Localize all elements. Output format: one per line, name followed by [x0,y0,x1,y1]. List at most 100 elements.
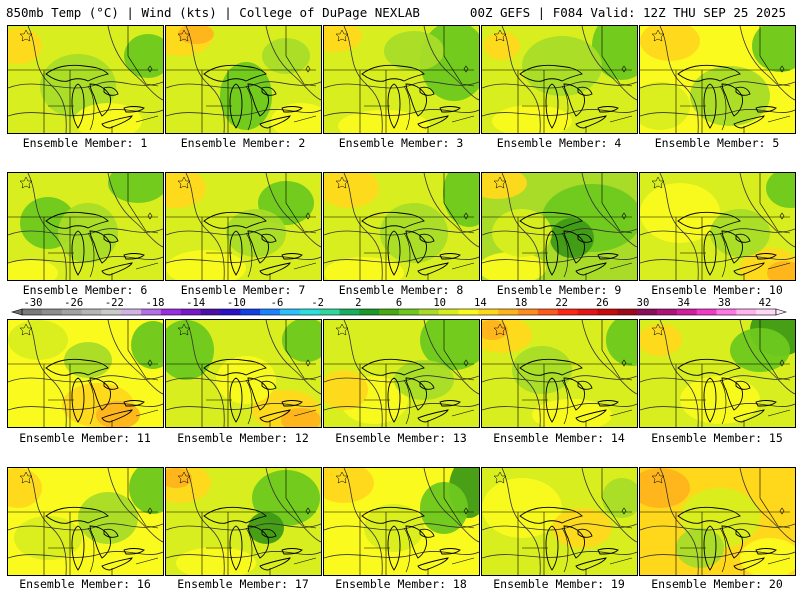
great-lakes-coastline [419,380,435,390]
state-border [451,409,475,417]
state-border [127,468,159,529]
ensemble-panel [165,319,322,428]
state-border [135,262,159,270]
station-marker-icon [779,65,785,73]
isotherm-contour [166,228,321,236]
ensemble-member-label: Ensemble Member: 11 [19,431,151,445]
great-lakes-coastline [45,506,109,524]
isotherm-contour [659,26,699,133]
state-border [561,85,569,131]
isotherm-contour [640,81,795,89]
colorbar-left-arrow-icon [10,308,23,316]
colorbar-swatch [260,309,281,315]
temperature-map [166,26,321,133]
colorbar-swatch [61,309,82,315]
state-border [609,557,633,565]
isotherm-contour [343,468,383,575]
great-lakes-coastline [103,233,119,243]
colorbar-swatch [458,309,479,315]
great-lakes-coastline [563,230,585,264]
colorbar-swatch [557,309,578,315]
colorbar-swatch [498,309,519,315]
great-lakes-coastline [89,230,111,264]
isotherm-contour [265,320,321,395]
station-marker-icon [147,359,153,367]
station-marker-icon [463,212,469,220]
great-lakes-coastline [103,380,119,390]
great-lakes-coastline [439,106,461,113]
great-lakes-coastline [733,557,765,571]
isotherm-contour [739,26,795,101]
great-lakes-coastline [71,377,85,423]
station-marker-icon [305,507,311,515]
state-border [403,527,411,573]
great-lakes-coastline [89,83,111,117]
colorbar-tick-label: 2 [355,297,361,309]
ensemble-member-label: Ensemble Member: 4 [496,136,622,150]
great-lakes-coastline [545,525,559,571]
colorbar-tick-label: -18 [146,297,165,309]
great-lakes-coastline [703,83,717,129]
isotherm-contour [501,468,541,575]
star-marker-icon [335,176,349,189]
ensemble-panel [481,319,638,428]
isotherm-contour [423,468,479,543]
isotherm-contour [739,320,795,395]
great-lakes-coastline [247,83,269,117]
colorbar-swatch [518,309,539,315]
colorbar-swatch [399,309,420,315]
colorbar-swatch [617,309,638,315]
ensemble-panel [165,172,322,281]
great-lakes-coastline [387,525,401,571]
temperature-map [324,320,479,427]
temperature-map [8,320,163,427]
great-lakes-coastline [577,86,593,96]
colorbar-tick-label: 10 [433,297,446,309]
great-lakes-coastline [439,548,461,555]
valid-time: 00Z GEFS | F084 Valid: 12Z THU SEP 25 20… [469,5,786,20]
colorbar-tick-label: -26 [64,297,83,309]
isotherm-contour [423,173,479,248]
great-lakes-coastline [247,525,269,559]
isotherm-contour [640,523,795,531]
station-marker-icon [779,507,785,515]
state-border [601,320,633,381]
state-border [767,115,791,123]
colorbar-swatch [716,309,737,315]
isotherm-contour [343,173,383,280]
great-lakes-coastline [203,64,267,82]
star-marker-icon [493,29,507,42]
ensemble-panel [481,172,638,281]
great-lakes-coastline [703,377,717,423]
great-lakes-coastline [577,528,593,538]
state-border [601,468,633,529]
state-border [609,409,633,417]
colorbar-tick-label: 38 [718,297,731,309]
great-lakes-coastline [575,115,607,129]
isotherm-contour [107,173,163,248]
great-lakes-coastline [439,400,461,407]
temperature-map [8,468,163,575]
colorbar-tick-label: 30 [637,297,650,309]
great-lakes-coastline [735,86,751,96]
temperature-map [482,173,637,280]
star-marker-icon [177,29,191,42]
colorbar-swatch [319,309,340,315]
ensemble-panel [165,467,322,576]
isotherm-contour [8,523,163,531]
isotherm-contour [482,523,637,531]
great-lakes-coastline [229,83,243,129]
ensemble-member-label: Ensemble Member: 18 [335,577,467,591]
isotherm-contour [8,375,163,383]
ensemble-member-label: Ensemble Member: 17 [177,577,309,591]
colorbar-swatch [101,309,122,315]
state-border [719,527,727,573]
great-lakes-coastline [247,230,269,264]
great-lakes-coastline [755,106,777,113]
ensemble-panel [323,172,480,281]
great-lakes-coastline [419,86,435,96]
station-marker-icon [305,359,311,367]
isotherm-contour [107,26,163,101]
ensemble-member-label: Ensemble Member: 12 [177,431,309,445]
ensemble-panel [639,319,796,428]
